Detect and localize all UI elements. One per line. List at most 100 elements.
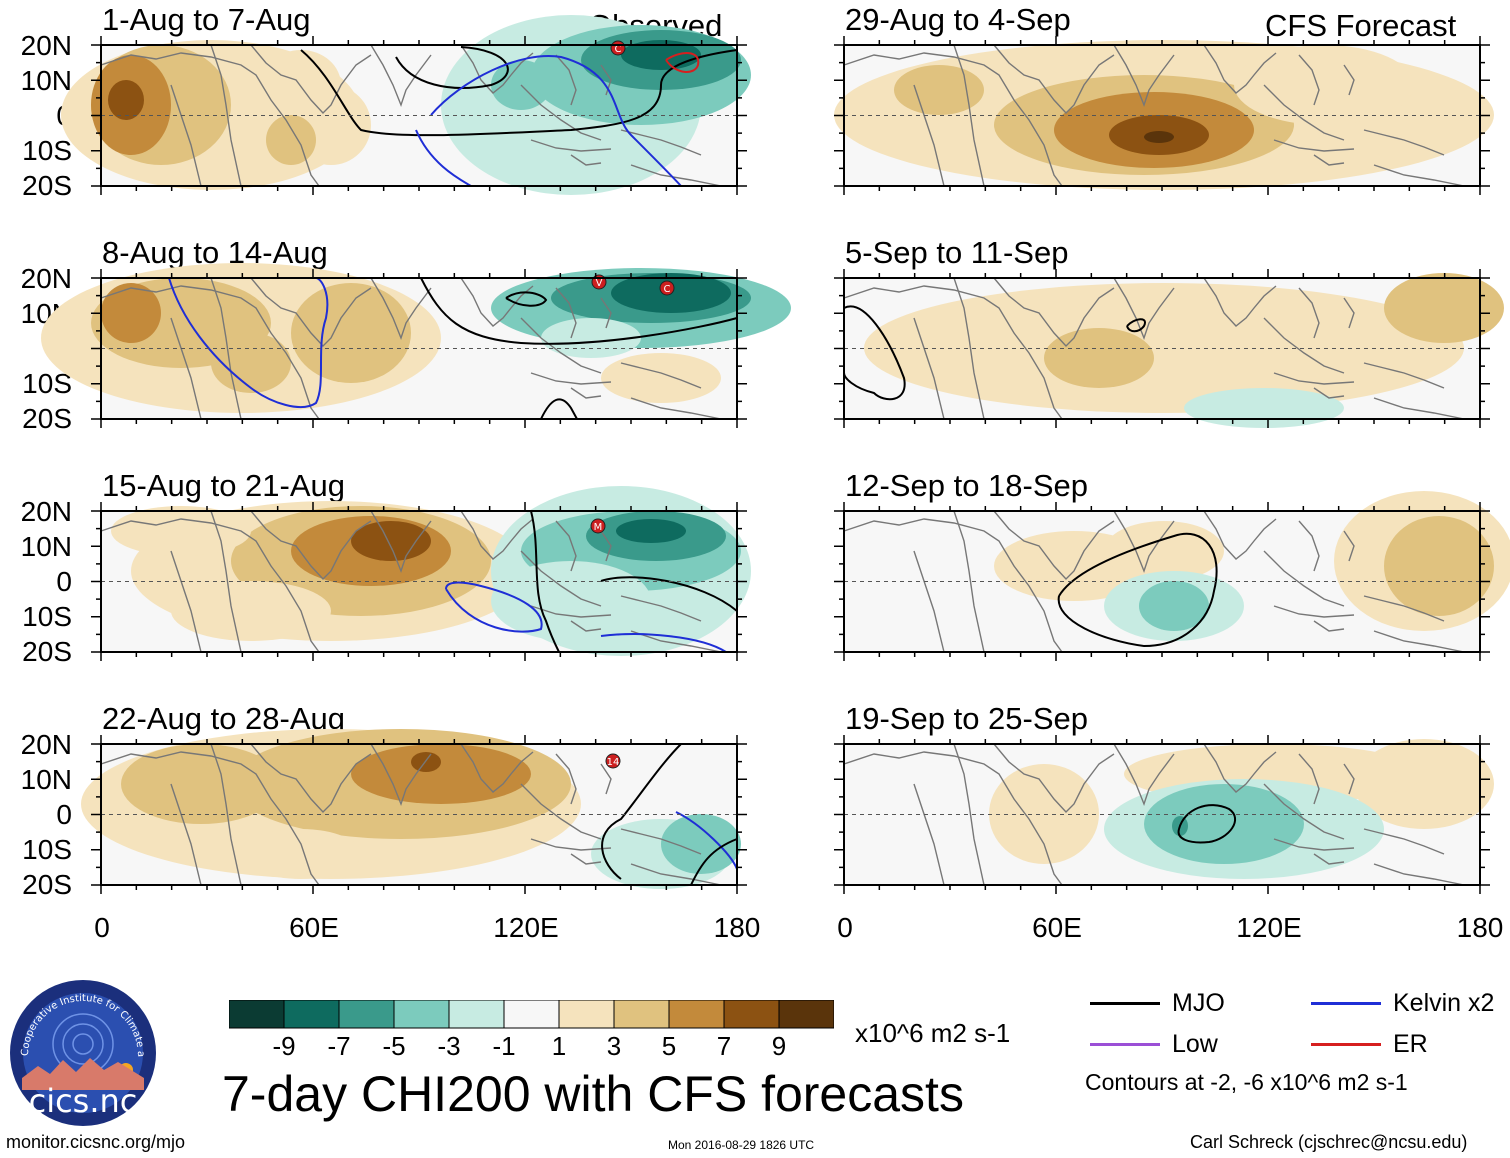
anomaly-blob	[1184, 388, 1344, 428]
coastline	[530, 838, 612, 851]
lat-label: 10S	[22, 368, 72, 399]
lon-label: 60E	[1032, 912, 1082, 943]
anomaly-blob	[351, 521, 431, 561]
colorbar-swatch	[558, 1000, 615, 1029]
coastline	[210, 510, 242, 653]
mjo-contour	[601, 743, 682, 880]
anomaly-blob	[1234, 45, 1414, 125]
cicsnc-logo: Cooperative Institute for Climate and Sa…	[8, 978, 156, 1126]
coastline	[570, 620, 602, 632]
colorbar-tick-label: 7	[716, 1031, 732, 1061]
lon-label: 180	[713, 912, 761, 943]
anomaly-blob	[291, 283, 411, 383]
panel-title-fc-1: 29-Aug to 4-Sep	[845, 2, 1071, 37]
coastline	[460, 44, 534, 94]
mjo-contour	[1177, 804, 1237, 844]
cyclone-marker	[590, 518, 606, 534]
coastline	[1113, 277, 1175, 341]
lat-label: 0	[56, 799, 72, 830]
coastline	[210, 743, 242, 886]
lat-label: 10S	[22, 601, 72, 632]
coastline	[1313, 154, 1345, 166]
map-panel-obs-4: 14	[81, 729, 747, 894]
coastline	[1203, 510, 1277, 560]
colorbar-swatch	[723, 1000, 780, 1029]
footer-author: Carl Schreck (cjschrec@ncsu.edu)	[1190, 1132, 1468, 1152]
coastline	[913, 550, 945, 653]
anomaly-blob	[894, 65, 984, 115]
legend-line-mjo	[1090, 1002, 1160, 1005]
colorbar-tick-label: -1	[492, 1031, 516, 1061]
coastline	[1263, 783, 1345, 840]
lon-label: 120E	[1236, 912, 1302, 943]
coastline	[630, 863, 722, 886]
cyclone-label: C	[664, 284, 671, 295]
coastline	[1203, 44, 1277, 94]
coastline	[1273, 372, 1355, 385]
coastline	[210, 277, 242, 420]
mjo-contour	[1057, 532, 1218, 648]
kelvin-contour	[168, 277, 329, 408]
coastline	[460, 510, 534, 560]
cyclone-marker	[659, 280, 675, 296]
coastline	[953, 743, 985, 886]
coastline	[1263, 84, 1345, 141]
coastline	[460, 277, 534, 327]
legend-label-mjo: MJO	[1172, 989, 1225, 1017]
coastline	[1343, 763, 1355, 795]
cyclone-label: M	[594, 522, 603, 533]
map-panel-obs-2: VC	[41, 263, 791, 428]
map-panel-fc-4	[834, 735, 1494, 894]
colorbar-swatch	[613, 1000, 670, 1029]
cyclone-label: V	[596, 278, 603, 289]
coastline	[210, 44, 242, 187]
colorbar-tick-label: -7	[327, 1031, 351, 1061]
logo-text: cics.nc	[29, 1082, 138, 1120]
map-panel-fc-3	[834, 491, 1510, 661]
lat-label: 10N	[20, 531, 72, 562]
coastline	[100, 285, 320, 420]
colorbar-swatch	[448, 1000, 505, 1029]
mjo-contour	[505, 291, 548, 307]
coastline	[555, 287, 577, 339]
coastline	[620, 129, 702, 156]
coastline	[953, 510, 985, 653]
coastline	[370, 510, 432, 574]
coastline	[555, 54, 577, 106]
coastline	[170, 317, 202, 420]
contour-note: Contours at -2, -6 x10^6 m2 s-1	[1085, 1069, 1408, 1095]
panel-title-fc-2: 5-Sep to 11-Sep	[845, 235, 1069, 270]
anomaly-blob	[266, 115, 316, 165]
coastline	[1373, 397, 1465, 420]
legend-label-low: Low	[1172, 1030, 1218, 1058]
anomaly-blob	[491, 561, 651, 641]
coastline	[530, 605, 612, 618]
coastline	[370, 277, 432, 341]
coastline	[600, 763, 612, 795]
anomaly-blob	[101, 283, 161, 343]
coastline	[1298, 753, 1320, 805]
map-panel-fc-2	[834, 269, 1504, 428]
anomaly-blob	[1384, 273, 1504, 343]
cyclone-marker	[605, 753, 621, 769]
coastline	[1363, 828, 1445, 855]
panel-title-obs-2: 8-Aug to 14-Aug	[102, 235, 328, 270]
coastline	[1363, 595, 1445, 622]
coastline	[1373, 164, 1465, 187]
coastline	[1113, 44, 1175, 108]
coastline	[170, 84, 202, 187]
coastline	[570, 387, 602, 399]
coastline	[520, 84, 602, 141]
coastline	[913, 317, 945, 420]
lat-label: 20N	[20, 496, 72, 527]
legend-line-low	[1090, 1043, 1160, 1046]
colorbar-tick-label: -3	[437, 1031, 461, 1061]
coastline	[555, 520, 577, 572]
coastline	[1298, 54, 1320, 106]
mjo-contour	[540, 398, 578, 420]
lat-label: 20N	[20, 263, 72, 294]
lon-label: 60E	[289, 912, 339, 943]
map-panel-obs-3: M	[91, 486, 751, 661]
coastline	[620, 362, 702, 389]
coastline	[1203, 743, 1277, 793]
